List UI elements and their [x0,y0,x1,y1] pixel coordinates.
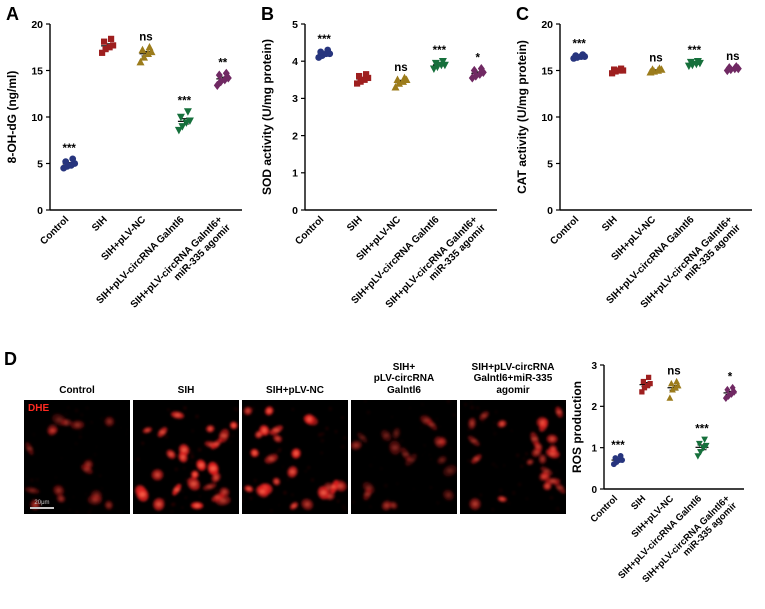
svg-text:***: *** [695,423,709,435]
svg-text:***: *** [433,45,447,57]
svg-text:20: 20 [31,19,43,31]
svg-text:3: 3 [292,93,298,105]
chart-B: 0 1 2 3 4 5 SOD activity (U/mg protein) *** Cont… [260,19,497,311]
micro-tile-0: Control DHE 20μm [24,349,130,605]
micro-image-0: DHE 20μm [24,400,130,514]
dhe-image-canvas [351,400,457,514]
svg-text:2: 2 [591,402,597,413]
ros-chart-wrap: 0 1 2 3 ROS production *** Control SIH ns SIH+pLV… [570,349,760,605]
svg-text:5: 5 [37,158,43,170]
svg-text:***: *** [62,143,76,155]
svg-text:10: 10 [31,112,43,124]
dhe-stain-label: DHE [28,403,50,414]
svg-text:15: 15 [541,65,553,77]
chart-C: 0 5 10 15 20 CAT activity (U/mg protein) *** Co… [515,19,752,311]
svg-text:Control: Control [293,214,326,247]
svg-text:SIH: SIH [345,214,365,234]
svg-text:Control: Control [38,214,71,247]
svg-text:0: 0 [547,205,553,217]
svg-text:***: *** [688,45,702,57]
svg-text:***: *** [317,34,331,46]
svg-text:*: * [728,372,733,384]
svg-text:***: *** [572,39,586,51]
panel-a-label: A [6,4,19,24]
svg-text:1: 1 [292,168,298,180]
panel-c: C 0 5 10 15 20 CAT activity (U/mg protein) ***… [510,2,765,347]
svg-text:ns: ns [667,366,680,378]
panel-d: D Control DHE 20μm SIH SIH+pLV-NC [0,349,765,605]
svg-text:ns: ns [394,62,407,74]
svg-text:ns: ns [649,53,662,65]
micro-image-1 [133,400,239,514]
svg-text:10: 10 [541,112,553,124]
svg-text:5: 5 [547,158,553,170]
micro-tile-4: SIH+pLV-circRNA Galntl6+miR-335 agomir [460,349,566,605]
micro-image-4 [460,400,566,514]
microscopy-tiles: Control DHE 20μm SIH SIH+pLV-NC SIH+ pLV… [24,349,566,605]
panel-b: B 0 1 2 3 4 5 SOD activity (U/mg protein) *** Co… [255,2,510,347]
svg-text:Control: Control [548,214,581,247]
svg-text:***: *** [178,95,192,107]
scale-bar: 20μm [30,500,54,509]
top-row: A 0 5 10 15 20 8-OH-dG (ng/ml) *** Control SIH ns… [0,2,765,347]
svg-text:SIH: SIH [629,493,648,512]
svg-text:ns: ns [139,31,152,43]
micro-tile-3: SIH+ pLV-circRNA Galntl6 [351,349,457,605]
dhe-image-canvas [460,400,566,514]
svg-text:**: ** [218,57,227,69]
dhe-image-canvas [133,400,239,514]
micro-title-control: Control [59,385,95,397]
micro-image-2 [242,400,348,514]
panel-d-label: D [4,349,17,369]
svg-text:2: 2 [292,130,298,142]
micro-title-sih: SIH [177,385,195,397]
svg-text:3: 3 [591,361,597,372]
panel-c-label: C [516,4,529,24]
svg-text:SIH: SIH [90,214,110,234]
scale-bar-line [30,507,54,509]
svg-text:1: 1 [591,443,597,454]
svg-text:*: * [476,53,481,65]
svg-text:4: 4 [292,56,298,68]
svg-text:***: *** [611,440,625,452]
micro-tile-1: SIH [133,349,239,605]
svg-text:5: 5 [292,19,298,31]
svg-text:0: 0 [591,485,597,496]
svg-text:SIH: SIH [600,214,620,234]
micro-title-plv-nc: SIH+pLV-NC [266,385,324,397]
micro-image-3 [351,400,457,514]
panel-a: A 0 5 10 15 20 8-OH-dG (ng/ml) *** Control SIH ns… [0,2,255,347]
svg-text:CAT activity (U/mg protein): CAT activity (U/mg protein) [515,40,529,194]
micro-title-agomir: SIH+pLV-circRNA Galntl6+miR-335 agomir [471,361,555,397]
svg-text:ROS production: ROS production [570,381,584,473]
micro-title-galntl6: SIH+ pLV-circRNA Galntl6 [373,361,435,397]
svg-text:15: 15 [31,65,43,77]
dhe-image-canvas [242,400,348,514]
svg-text:20: 20 [541,19,553,31]
svg-text:0: 0 [37,205,43,217]
micro-tile-2: SIH+pLV-NC [242,349,348,605]
svg-text:0: 0 [292,205,298,217]
panel-b-label: B [261,4,274,24]
svg-text:SOD activity (U/mg protein): SOD activity (U/mg protein) [260,39,274,195]
panel-d-label-col: D [4,349,20,605]
svg-text:Control: Control [588,493,620,525]
scale-bar-label: 20μm [34,500,50,506]
svg-text:8-OH-dG (ng/ml): 8-OH-dG (ng/ml) [5,71,19,164]
dhe-image-canvas [24,400,130,514]
svg-text:ns: ns [726,51,739,63]
